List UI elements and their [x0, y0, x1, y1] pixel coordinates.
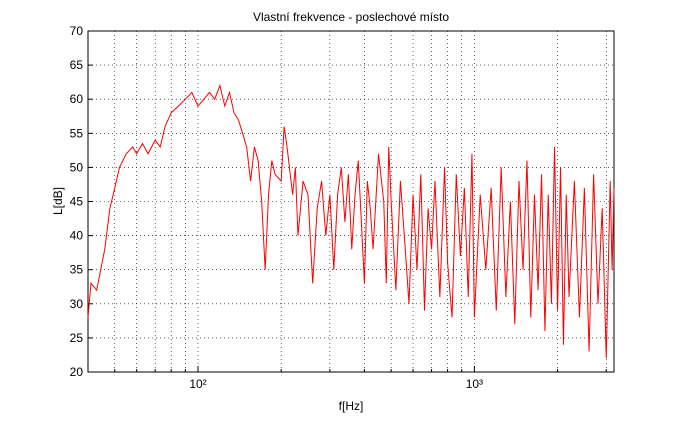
y-tick-label: 55 — [70, 126, 84, 140]
y-tick-label: 40 — [70, 229, 84, 243]
y-tick-label: 45 — [70, 195, 84, 209]
y-tick-label: 25 — [70, 331, 84, 345]
y-tick-label: 20 — [70, 365, 84, 379]
x-axis-label: f[Hz] — [339, 399, 364, 413]
y-tick-label: 70 — [70, 24, 84, 38]
data-line — [87, 83, 615, 359]
x-tick-label: 10³ — [466, 377, 483, 391]
y-tick-label: 30 — [70, 297, 84, 311]
y-tick-label: 60 — [70, 92, 84, 106]
x-tick-label: 10² — [189, 377, 206, 391]
y-tick-label: 50 — [70, 160, 84, 174]
y-tick-label: 35 — [70, 263, 84, 277]
y-tick-label: 65 — [70, 58, 84, 72]
y-axis-label: L[dB] — [51, 187, 65, 215]
chart-title: Vlastní frekvence - poslechové místo — [253, 10, 449, 24]
